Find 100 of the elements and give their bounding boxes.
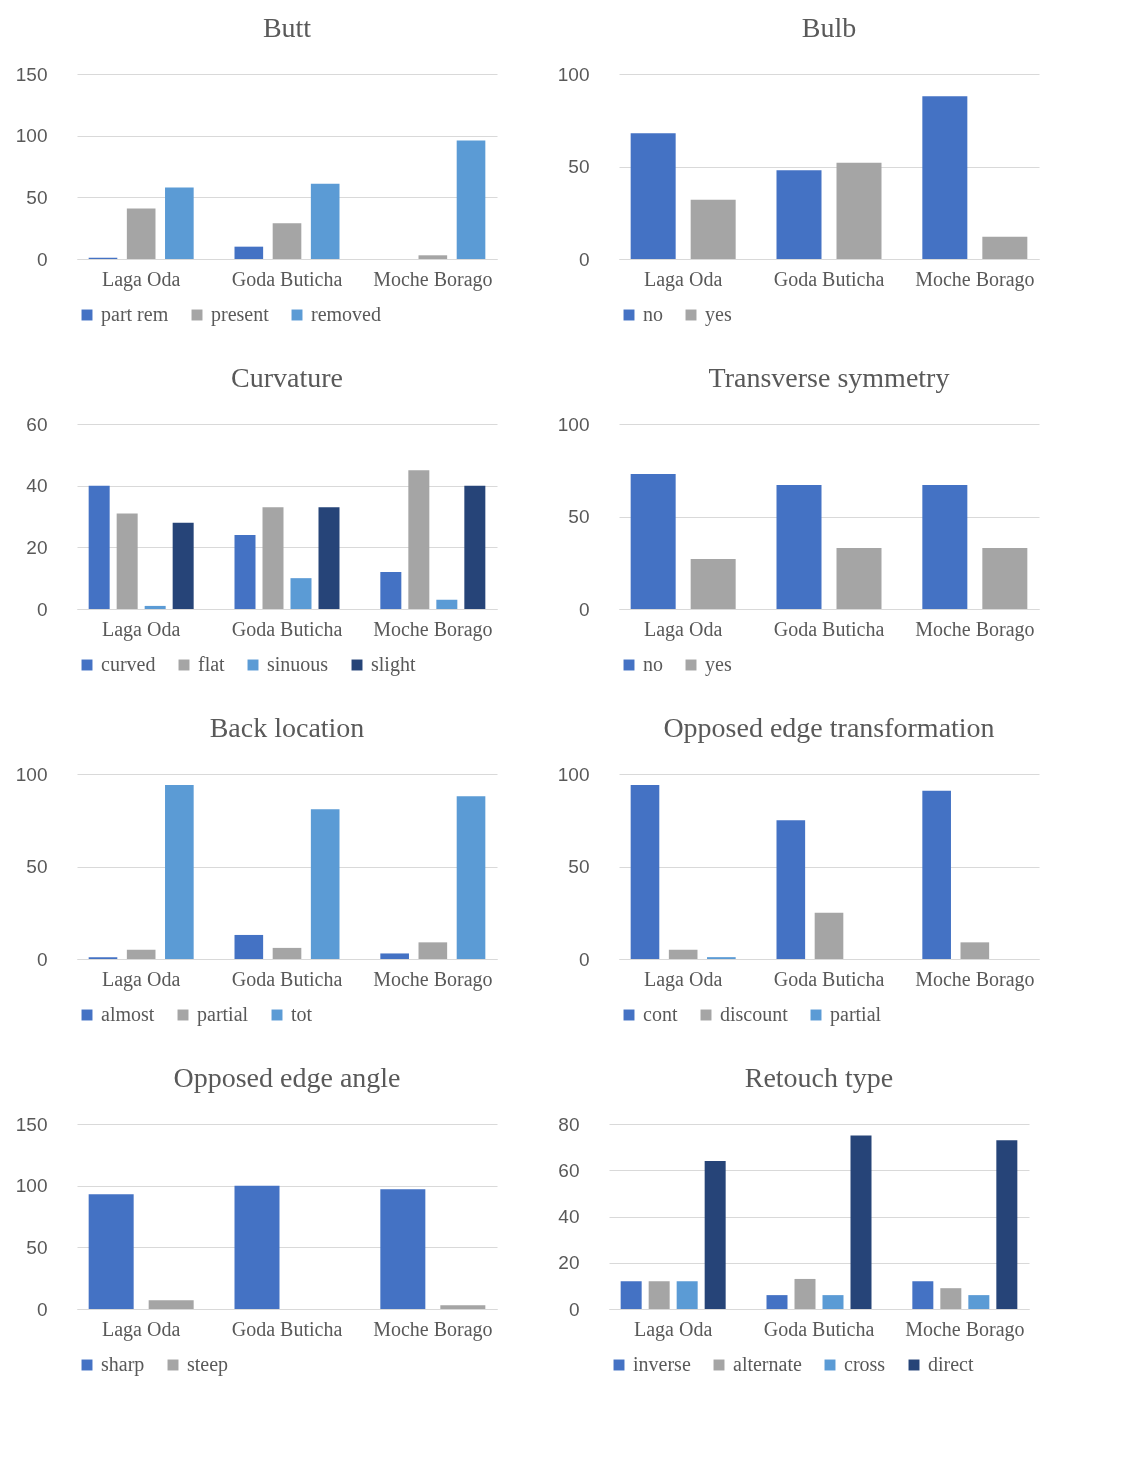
bar [456,140,486,259]
bar [922,96,968,259]
legend-label: tot [291,1003,313,1025]
bar [310,183,340,259]
y-tick-label: 100 [557,413,590,435]
x-tick-label: Moche Borago [915,967,1035,991]
legend-label: slight [371,653,416,676]
bar [982,236,1028,259]
x-tick-label: Goda Buticha [231,1317,343,1340]
legend-label: no [643,303,663,325]
legend-label: discount [720,1003,789,1025]
bar [922,790,951,959]
y-tick-label: 20 [558,1252,580,1274]
chart-title: Opposed edge transformation [663,712,995,743]
bar [272,223,302,259]
bar [776,820,806,959]
bar [262,507,284,609]
legend-label: alternate [733,1353,802,1375]
bar [310,809,340,959]
bar [836,547,882,609]
bar [436,599,458,609]
bar [380,1189,426,1309]
y-tick-label: 50 [26,186,48,208]
bar [630,473,676,609]
y-tick-label: 50 [26,856,48,877]
bar [165,785,194,959]
bar [940,1288,962,1309]
bar [172,522,194,609]
chart-title: Back location [209,712,365,743]
x-tick-label: Goda Buticha [763,1317,875,1340]
y-tick-label: 0 [36,1298,48,1320]
bar [126,949,156,959]
legend-label: flat [198,653,226,675]
y-tick-label: 150 [15,63,48,85]
legend-label: partial [197,1003,249,1026]
y-tick-label: 50 [568,156,590,177]
legend-label: yes [705,303,732,326]
bar [234,934,264,959]
bar [776,170,822,259]
chart-title: Opposed edge angle [173,1062,401,1093]
legend-label: partial [830,1003,882,1026]
y-tick-label: 60 [26,413,48,435]
bar [620,1281,642,1309]
bar [234,535,256,609]
legend-label: direct [928,1353,974,1375]
bar [144,605,166,609]
x-tick-label: Laga Oda [644,967,723,991]
x-tick-label: Goda Buticha [231,967,343,990]
bar [668,949,698,959]
y-tick-label: 100 [15,125,48,147]
x-tick-label: Goda Buticha [231,267,343,290]
bar [648,1281,670,1309]
x-tick-label: Laga Oda [644,617,723,641]
bar [836,162,882,259]
bar [418,942,448,959]
x-tick-label: Goda Buticha [773,617,885,640]
x-tick-label: Moche Borago [915,617,1035,641]
chart-title: Transverse symmetry [708,362,950,393]
bar [794,1278,816,1309]
y-tick-label: 40 [558,1206,580,1227]
bar [822,1295,844,1309]
y-tick-label: 100 [15,1175,48,1197]
bar [960,942,990,959]
legend-label: no [643,653,663,675]
bar [116,513,138,609]
bar [418,255,448,259]
y-tick-label: 60 [558,1159,580,1181]
legend-label: yes [705,653,732,676]
x-tick-label: Laga Oda [102,617,181,641]
bar [165,187,194,259]
chart-title: Bulb [801,12,857,43]
chart-title: Retouch type [744,1062,894,1093]
y-tick-label: 100 [557,63,590,85]
legend-label: sharp [101,1353,145,1376]
x-tick-label: Goda Buticha [773,967,885,990]
y-tick-label: 50 [568,506,590,527]
bar [272,947,302,959]
legend-label: almost [101,1003,155,1025]
bar [318,507,340,609]
bar [148,1300,194,1309]
bar [630,133,676,259]
bar [968,1295,990,1309]
legend-label: cross [844,1353,886,1375]
bar [380,953,409,959]
x-tick-label: Laga Oda [102,267,181,291]
legend-label: removed [311,303,381,325]
bar [690,559,736,609]
x-tick-label: Laga Oda [634,1317,713,1341]
y-tick-label: 0 [36,248,48,270]
y-tick-label: 0 [36,598,48,620]
bar [996,1140,1018,1309]
y-tick-label: 0 [568,1298,580,1320]
x-tick-label: Laga Oda [102,1317,181,1341]
bar [922,485,968,609]
legend-label: steep [187,1353,229,1376]
bar [380,572,402,609]
x-tick-label: Moche Borago [373,617,493,641]
x-tick-label: Moche Borago [915,267,1035,291]
x-tick-label: Goda Buticha [773,267,885,290]
y-tick-label: 0 [578,598,590,620]
